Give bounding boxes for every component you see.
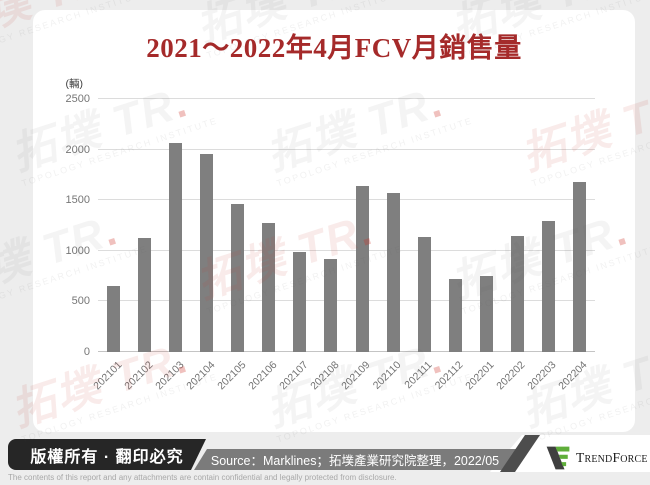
brand-cap: T [576, 450, 585, 465]
bar [169, 142, 183, 352]
bar [355, 186, 369, 352]
brand-low: ORCE [620, 454, 648, 465]
bar [231, 204, 245, 352]
plot-area: 0 500 1000 1500 2000 2500 202101 202102 202103 2… [66, 93, 595, 392]
footer: 版權所有 · 翻印必究 Source：Marklines；拓墣產業研究院整理，2… [0, 432, 650, 485]
chart-card: 2021～2022年4月FCV月銷售量 (輛) 0 500 1000 1500 2000… [33, 10, 635, 432]
source-note: Source：Marklines；拓墣產業研究院整理，2022/05 [194, 449, 516, 470]
bar [510, 235, 524, 352]
gridline [98, 300, 595, 302]
bar [200, 153, 214, 352]
bar [107, 286, 121, 352]
y-tick-label: 2000 [65, 143, 90, 156]
gridline [98, 148, 595, 150]
bar [138, 237, 152, 352]
bar [479, 276, 493, 352]
y-axis-unit-label: (輛) [65, 78, 84, 90]
bar [262, 223, 276, 352]
x-axis-labels: 202101 202102 202103 202104 202105 202106 2021… [91, 352, 595, 402]
bar [293, 251, 307, 352]
y-tick-label: 2500 [65, 93, 90, 105]
y-tick-label: 500 [71, 295, 90, 308]
gridline [98, 351, 595, 352]
gridline [98, 98, 595, 99]
disclaimer-text: The contents of this report and any atta… [8, 473, 397, 482]
copyright-banner: 版權所有 · 翻印必究 [8, 439, 206, 470]
y-tick-label: 0 [83, 346, 90, 358]
trendforce-wordmark: TRENDFORCE [576, 450, 648, 466]
bar [541, 221, 555, 352]
brand-low: REND [584, 454, 613, 465]
bar [448, 279, 462, 352]
y-tick-label: 1000 [65, 244, 90, 257]
bar [386, 193, 400, 352]
brand-cap: F [612, 450, 621, 465]
trendforce-logo-icon [546, 446, 570, 470]
chart-title: 2021～2022年4月FCV月銷售量 [146, 33, 522, 63]
y-tick-label: 1500 [65, 194, 90, 207]
bar [417, 236, 431, 352]
bar [572, 181, 586, 352]
bar-series [98, 99, 595, 352]
bar [324, 258, 338, 352]
gridline [98, 199, 595, 201]
gridline [98, 249, 595, 251]
